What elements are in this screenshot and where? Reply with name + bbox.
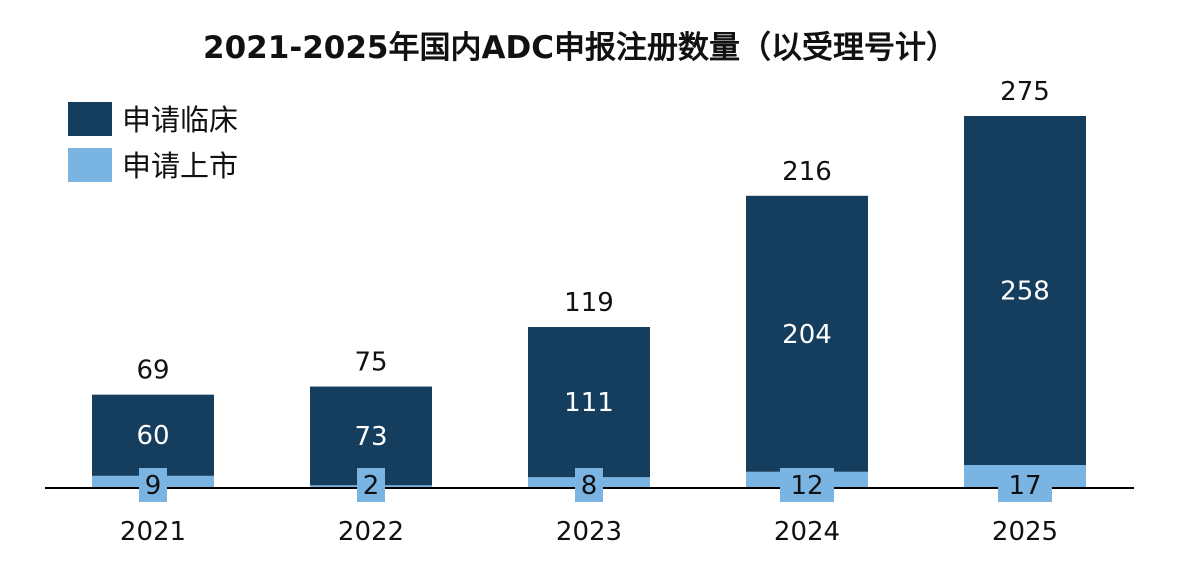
x-tick-2025: 2025 <box>992 517 1058 547</box>
label-clinical-2024: 204 <box>782 320 832 350</box>
label-clinical-2021: 60 <box>136 421 169 451</box>
label-clinical-2022: 73 <box>354 422 387 452</box>
bar-clinical-2021 <box>92 394 214 476</box>
legend: 申请临床 申请上市 <box>68 102 238 183</box>
label-market-2023: 8 <box>581 471 598 501</box>
label-market-bg-2022 <box>357 468 385 502</box>
label-market-bg-2025 <box>998 468 1052 502</box>
label-market-bg-2021 <box>139 468 167 502</box>
bar-clinical-2023 <box>528 327 650 478</box>
legend-swatch-market <box>68 148 112 182</box>
label-market-2022: 2 <box>363 471 380 501</box>
x-tick-2022: 2022 <box>338 517 404 547</box>
legend-swatch-clinical <box>68 102 112 136</box>
label-market-bg-2023 <box>575 468 603 502</box>
bar-clinical-2024 <box>746 195 868 472</box>
label-total-2021: 69 <box>136 356 169 386</box>
legend-label-market: 申请上市 <box>122 149 238 183</box>
x-tick-2024: 2024 <box>774 517 840 547</box>
label-total-2024: 216 <box>782 157 832 187</box>
legend-label-clinical: 申请临床 <box>122 103 238 137</box>
label-market-2021: 9 <box>145 471 162 501</box>
label-market-2025: 17 <box>1008 471 1041 501</box>
x-tick-2023: 2023 <box>556 517 622 547</box>
label-total-2023: 119 <box>564 288 614 318</box>
x-tick-2021: 2021 <box>120 517 186 547</box>
label-total-2022: 75 <box>354 348 387 378</box>
label-market-bg-2024 <box>780 468 834 502</box>
label-market-2024: 12 <box>790 471 823 501</box>
label-clinical-2023: 111 <box>564 388 614 418</box>
bars-group <box>92 116 1086 488</box>
bar-clinical-2025 <box>964 116 1086 466</box>
label-total-2025: 275 <box>1000 77 1050 107</box>
chart-title: 2021-2025年国内ADC申报注册数量（以受理号计） <box>203 30 957 66</box>
label-clinical-2025: 258 <box>1000 277 1050 307</box>
labels-group: 6096920217327520221118119202320412216202… <box>120 77 1058 547</box>
